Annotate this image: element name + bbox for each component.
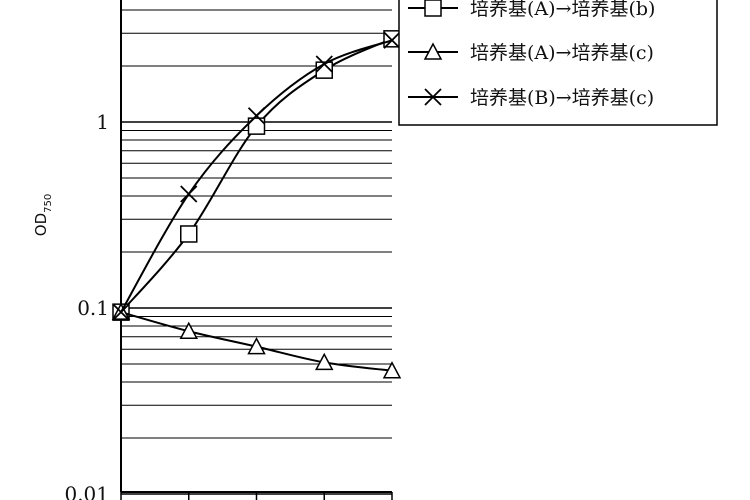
data-point <box>383 31 401 49</box>
legend-marker <box>423 42 443 60</box>
data-point <box>383 30 401 48</box>
data-point <box>112 303 130 321</box>
legend-marker <box>424 0 442 17</box>
x-marker-stroke <box>247 107 266 125</box>
y-axis-label: OD750 <box>32 194 54 236</box>
legend-box <box>398 0 718 126</box>
grid-lines <box>121 9 392 495</box>
legend-label: 培养基(A)→培养基(b) <box>470 0 655 20</box>
data-point <box>180 225 198 243</box>
data-point <box>247 337 266 355</box>
data-point <box>180 185 198 203</box>
series-triangle <box>111 302 402 379</box>
y-tick-labels: 0.01 0.1 1 <box>64 110 109 500</box>
y-tick-label: 1 <box>96 110 109 134</box>
x-ticks <box>120 492 393 500</box>
series-x <box>112 31 401 321</box>
y-axis-label-sub: 750 <box>43 194 54 213</box>
x-marker-stroke <box>180 185 198 203</box>
series-line <box>120 37 393 313</box>
data-point <box>315 352 334 371</box>
x-marker-stroke <box>315 55 333 73</box>
y-axis-label-main: OD <box>32 213 50 236</box>
legend-item: 培养基(A)→培养基(c) <box>408 42 654 64</box>
legend-label: 培养基(B)→培养基(c) <box>470 87 654 109</box>
x-marker-stroke <box>112 303 130 321</box>
x-marker-stroke <box>424 88 442 106</box>
legend-marker <box>424 88 442 106</box>
y-tick-label: 0.01 <box>64 482 109 500</box>
series-square <box>112 30 401 321</box>
data-point <box>382 361 402 379</box>
legend-item: 培养基(B)→培养基(c) <box>408 87 654 109</box>
data-point <box>179 321 198 339</box>
legend-item: 培养基(A)→培养基(b) <box>408 0 655 20</box>
series-line <box>120 39 393 313</box>
series-group <box>111 30 402 379</box>
data-point <box>247 117 266 135</box>
legend-label: 培养基(A)→培养基(c) <box>470 42 654 64</box>
y-tick-label: 0.1 <box>77 296 109 320</box>
legend: 培养基(A)→培养基(b) 培养基(A)→培养基(c) 培养基(B)→培养基(c) <box>398 0 718 126</box>
data-point <box>247 107 266 125</box>
x-marker-stroke <box>383 31 401 49</box>
data-point <box>315 55 333 73</box>
